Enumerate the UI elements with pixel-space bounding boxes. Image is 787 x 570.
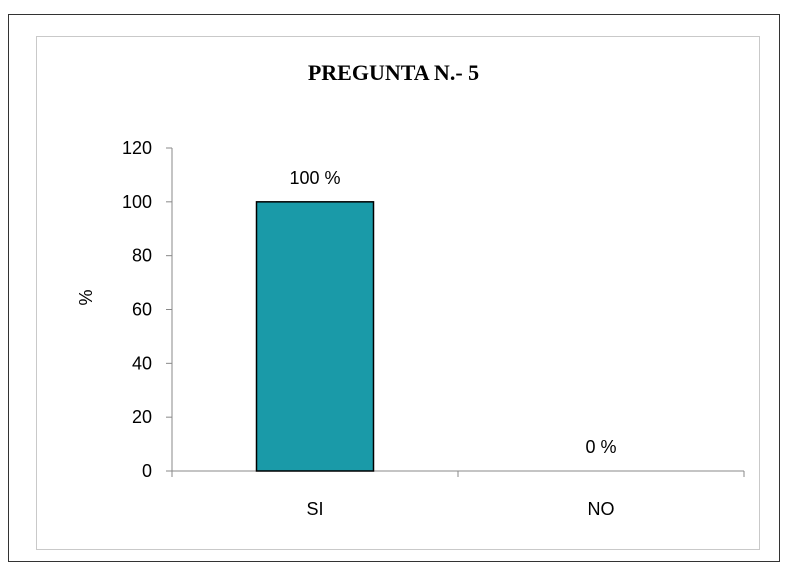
y-tick-label: 60 bbox=[132, 300, 152, 320]
y-axis-label: % bbox=[76, 289, 96, 305]
bars bbox=[255, 201, 375, 472]
y-tick-label: 120 bbox=[122, 138, 152, 158]
data-label-si: 100 % bbox=[289, 168, 340, 188]
y-tick-label: 0 bbox=[142, 461, 152, 481]
bar-si bbox=[255, 201, 375, 472]
y-tick-labels: 0 20 40 60 80 100 120 bbox=[122, 138, 152, 481]
chart-plot-frame bbox=[36, 36, 760, 550]
x-tick-labels: SI NO bbox=[306, 499, 614, 519]
y-tick-label: 80 bbox=[132, 246, 152, 266]
x-tick-label-no: NO bbox=[588, 499, 615, 519]
chart-axes bbox=[166, 147, 745, 477]
y-tick-label: 100 bbox=[122, 192, 152, 212]
y-tick-label: 40 bbox=[132, 353, 152, 373]
x-tick-label-si: SI bbox=[306, 499, 323, 519]
data-label-no: 0 % bbox=[585, 437, 616, 457]
chart-title: PREGUNTA N.- 5 bbox=[307, 60, 480, 85]
y-tick-label: 20 bbox=[132, 407, 152, 427]
data-labels: 100 % 0 % bbox=[289, 168, 616, 457]
